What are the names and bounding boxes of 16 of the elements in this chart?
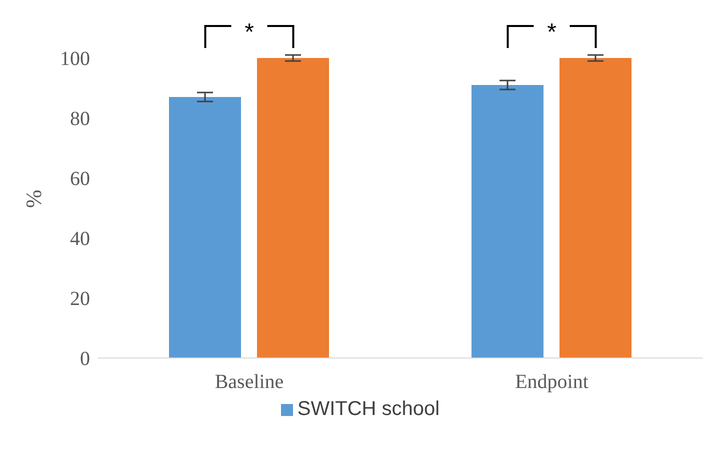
text: * — [547, 19, 556, 46]
x-tick-label: Baseline — [214, 371, 284, 394]
y-tick-label: 80 — [70, 108, 90, 130]
y-tick-label: 0 — [80, 348, 90, 370]
bar — [169, 97, 241, 358]
y-tick-label: 20 — [70, 288, 90, 310]
y-axis-title: % — [20, 190, 46, 208]
bar — [560, 58, 632, 358]
bar — [472, 85, 544, 358]
bar — [257, 58, 329, 358]
y-tick-label: 100 — [60, 48, 90, 70]
legend-label: SWITCH school — [296, 398, 440, 421]
y-tick-label: 60 — [70, 168, 90, 190]
x-tick-label: Endpoint — [515, 371, 589, 394]
y-tick-label: 40 — [70, 228, 90, 250]
text: * — [244, 19, 254, 46]
